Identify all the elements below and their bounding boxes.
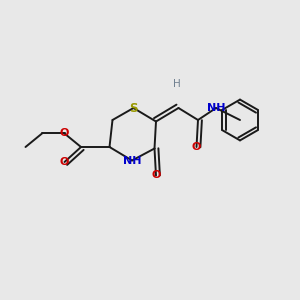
Text: S: S — [129, 101, 138, 115]
Text: O: O — [192, 142, 201, 152]
Text: O: O — [60, 157, 69, 167]
Text: NH: NH — [123, 155, 141, 166]
Text: H: H — [173, 79, 181, 89]
Text: NH: NH — [207, 103, 225, 113]
Text: O: O — [151, 170, 161, 181]
Text: O: O — [60, 128, 69, 139]
